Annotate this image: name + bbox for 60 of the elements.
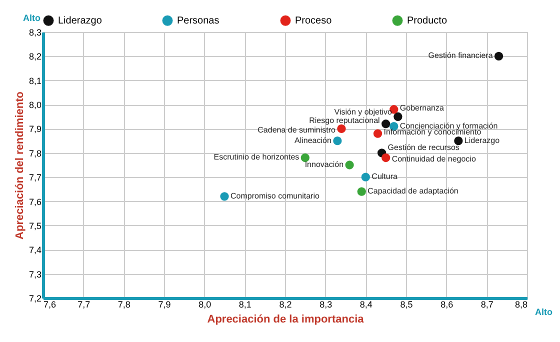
annotation: Cultura (372, 172, 398, 182)
y-tick-label: 7,8 (28, 148, 42, 158)
x-tick-label: 8,4 (360, 300, 372, 310)
annotation: Continuidad de negocio (392, 154, 476, 164)
annotation: Escrutinio de horizontes (214, 152, 300, 162)
x-tick-label: 8,5 (400, 300, 413, 310)
x-axis-title: Apreciación de la importancia (207, 314, 365, 326)
y-axis-title: Apreciación del rendimiento (14, 91, 26, 240)
x-tick-label: 8,0 (198, 300, 212, 310)
point (454, 136, 463, 146)
annotation: Gestión de recursos (388, 142, 460, 152)
text: Alto (23, 13, 41, 23)
annotation: Innovación (304, 160, 344, 169)
annotation: Información y conocimiento (384, 128, 482, 137)
y-tick-label: 7,4 (28, 245, 42, 256)
point (357, 187, 366, 196)
y-tick-label: 7,5 (28, 220, 42, 231)
y-tick-label: 7,9 (28, 124, 42, 134)
x-tick-label: 8,7 (480, 300, 494, 310)
annotation: Compromiso comunitario (230, 191, 320, 200)
point (373, 129, 382, 138)
annotation: Riesgo reputacional (309, 116, 380, 125)
annotation: Cadena de suministro (258, 126, 336, 135)
y-tick-label: 8,3 (28, 28, 42, 38)
y-tick-label: 7,7 (28, 172, 42, 183)
point (361, 172, 370, 182)
x-tick-label: 7,6 (44, 300, 56, 310)
legend-label: Personas (177, 16, 220, 27)
annotation: Gestión financiera (428, 51, 494, 60)
x-tick-label: 7,8 (118, 300, 130, 310)
x-tick-label: 7,7 (78, 300, 90, 310)
point (300, 153, 310, 162)
point (382, 120, 390, 128)
x-tick-label: 8,2 (279, 300, 292, 310)
annotation: Alineación (294, 136, 332, 145)
y-tick-label: 8,0 (28, 100, 42, 110)
text: Alto (535, 307, 553, 317)
y-tick-label: 7,3 (28, 269, 42, 280)
legend-label: Proceso (295, 16, 332, 27)
x-tick-label: 8,8 (514, 300, 528, 310)
point (382, 153, 390, 162)
annotation: Gobernanza (400, 103, 444, 112)
annotation: Capacidad de adaptación (368, 186, 458, 196)
y-tick-label: 8,2 (28, 52, 42, 62)
x-tick-label: 8,6 (440, 300, 454, 310)
y-tick-label: 8,1 (28, 76, 42, 86)
legend-label: Liderazgo (58, 16, 102, 27)
annotation: Visión y objetivo (334, 108, 392, 117)
point (394, 112, 402, 121)
point (333, 136, 342, 146)
y-tick-label: 7,2 (28, 294, 42, 304)
point (494, 52, 504, 61)
point (345, 160, 354, 170)
y-tick-label: 7,6 (28, 196, 42, 207)
x-tick-label: 7,9 (158, 300, 171, 310)
point (220, 192, 229, 201)
x-tick-label: 8,1 (238, 300, 252, 310)
annotation: Liderazgo (464, 136, 500, 145)
legend-label: Producto (407, 16, 448, 27)
x-tick-label: 8,3 (320, 300, 332, 310)
